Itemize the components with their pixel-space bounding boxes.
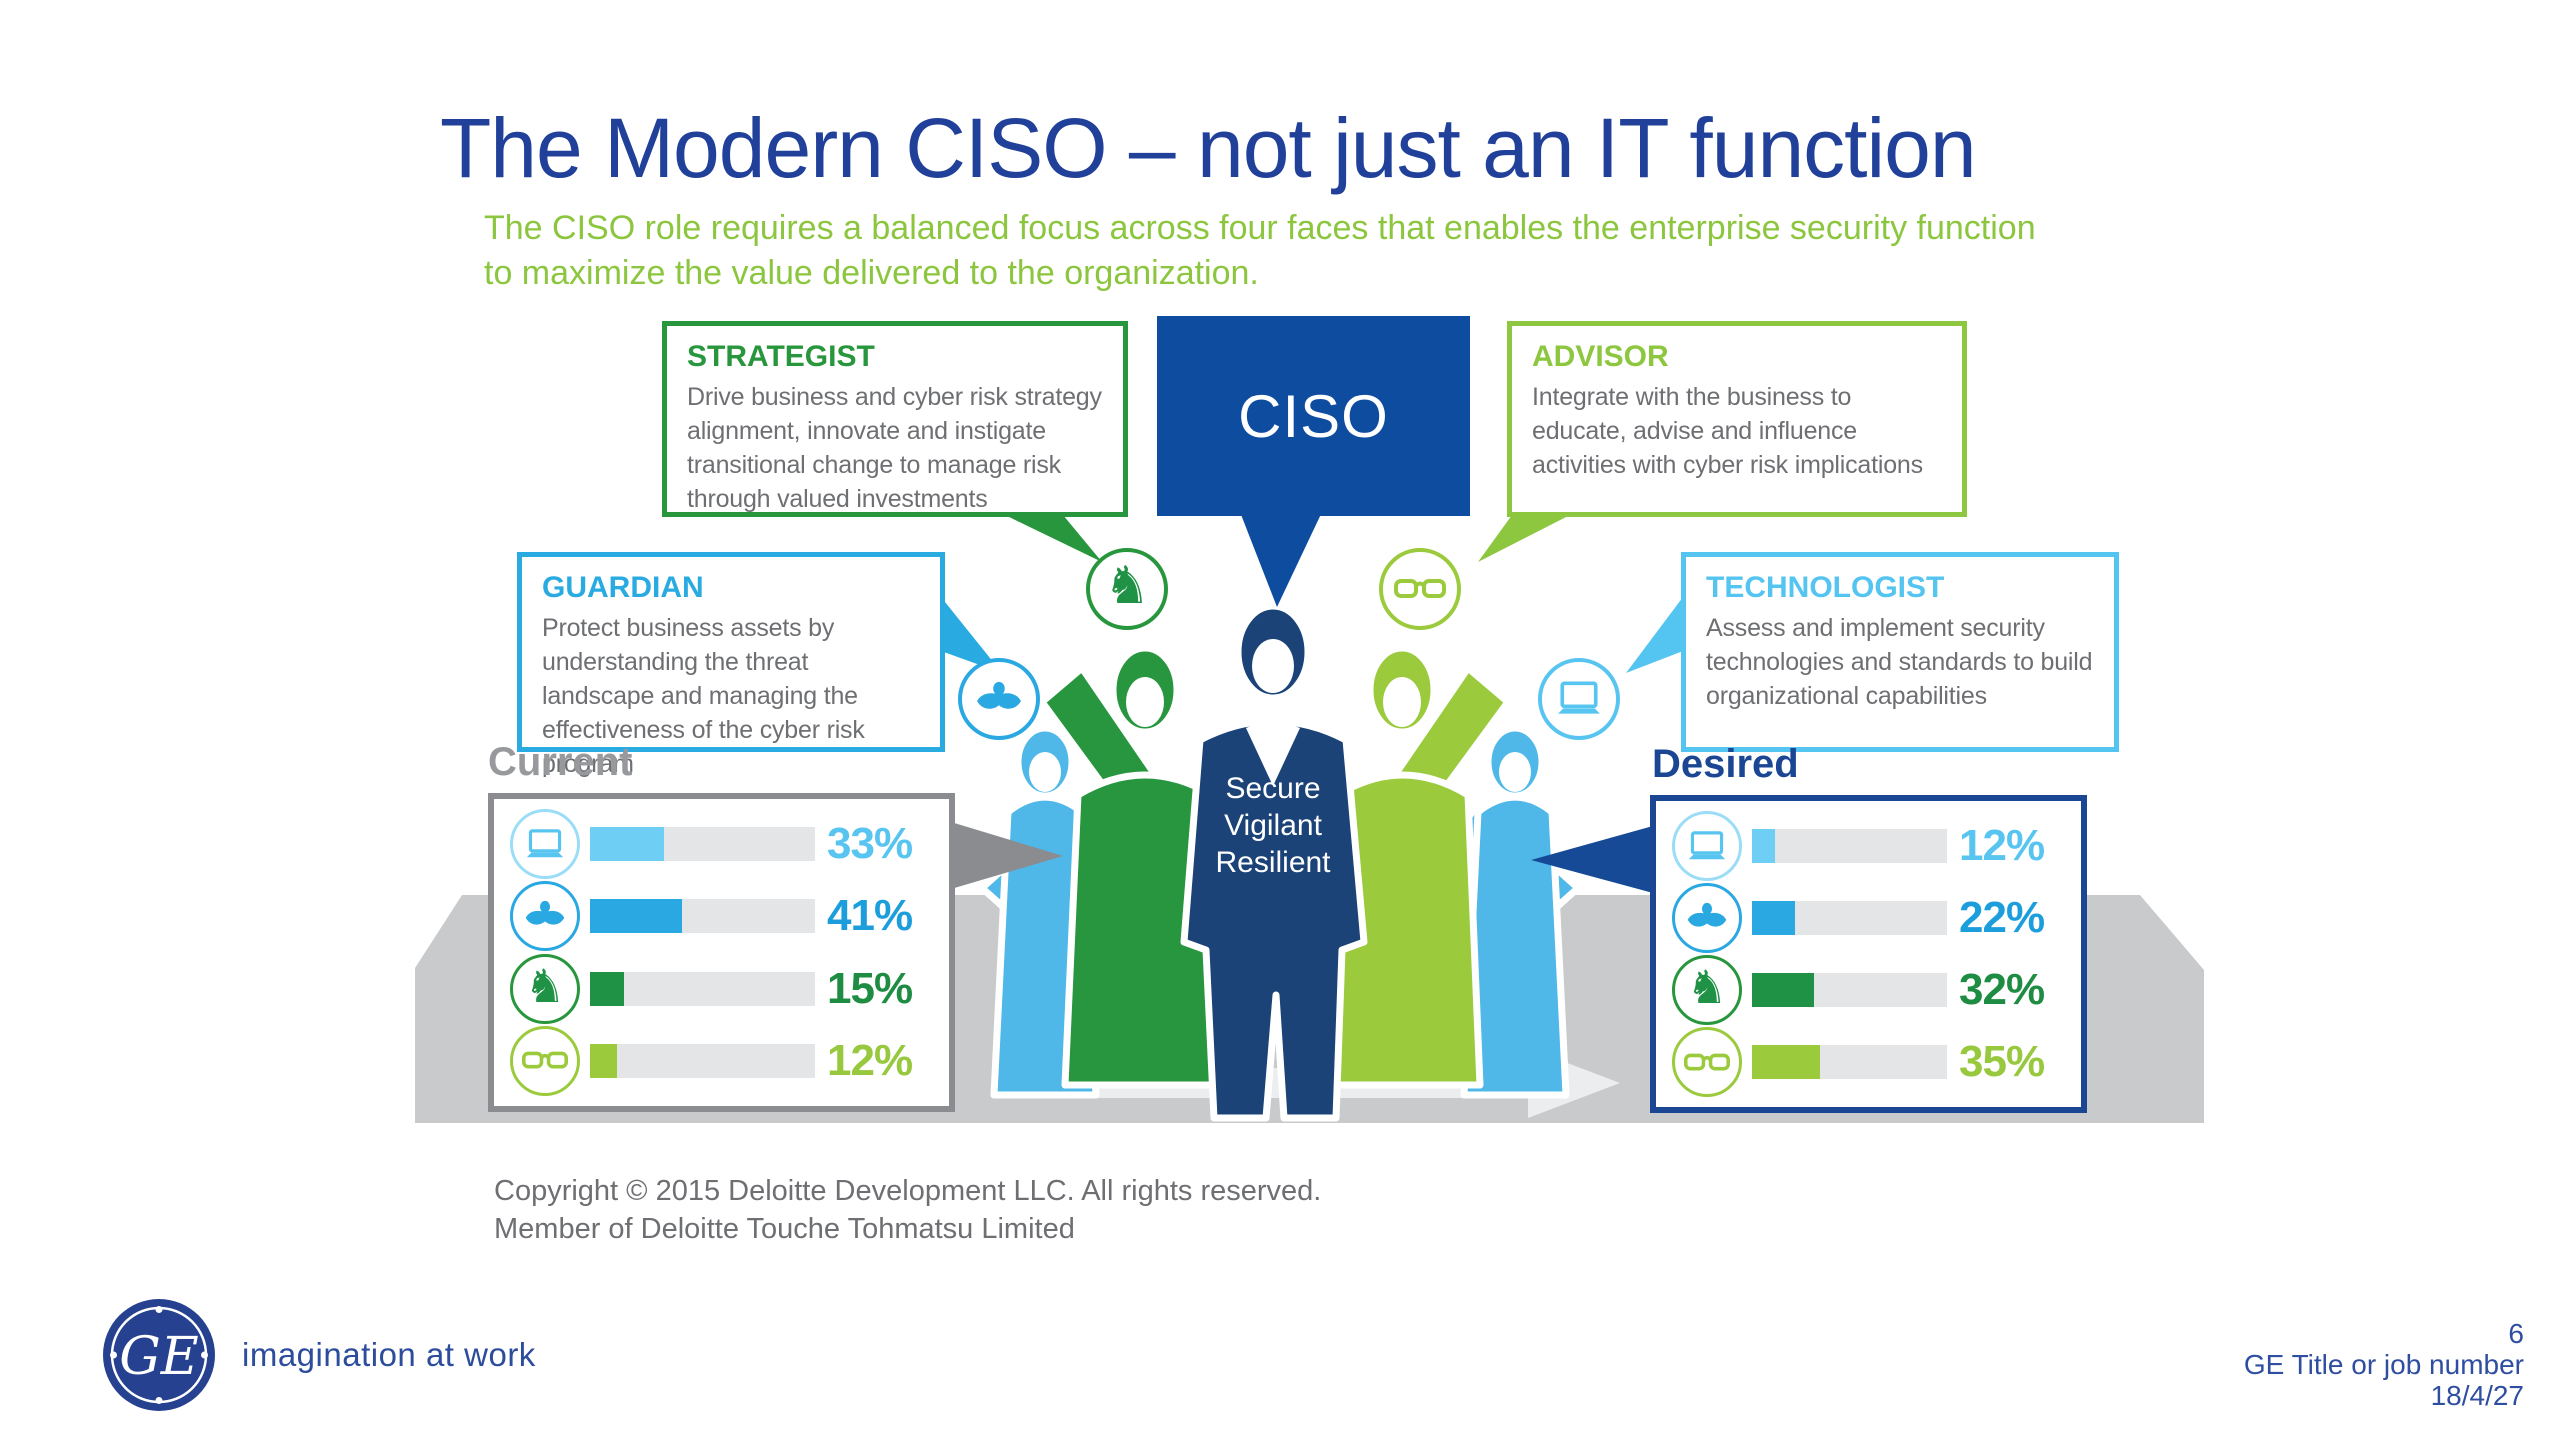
- page-number: 6: [2508, 1318, 2524, 1349]
- laptop-icon: [1672, 811, 1742, 881]
- current-panel: 33% 41% ♞ 15% 12%: [488, 793, 955, 1112]
- guardian-body: Protect business assets by understanding…: [542, 614, 865, 778]
- bar-value: 33%: [827, 819, 913, 869]
- copyright-line-2: Member of Deloitte Touche Tohmatsu Limit…: [494, 1213, 1075, 1245]
- ge-tagline: imagination at work: [242, 1336, 536, 1373]
- bar-track: [590, 899, 815, 934]
- current-row-advisor: 12%: [510, 1025, 935, 1096]
- bar-value: 12%: [1959, 821, 2045, 870]
- ciso-bubble: CISO: [1157, 316, 1470, 516]
- bar-track: [1752, 1045, 1947, 1079]
- bar-track: [590, 1043, 815, 1078]
- desired-panel-title: Desired: [1652, 742, 1799, 786]
- hands-icon: [958, 658, 1040, 740]
- current-panel-title: Current: [488, 740, 633, 784]
- knight-icon: ♞: [1672, 955, 1742, 1025]
- hands-icon: [510, 881, 580, 952]
- copyright: Copyright © 2015 Deloitte Development LL…: [494, 1172, 1321, 1248]
- job-title-placeholder: GE Title or job number: [2243, 1349, 2524, 1380]
- bar-fill: [1752, 973, 1815, 1007]
- current-row-strategist: ♞ 15%: [510, 953, 935, 1024]
- bar-track: [1752, 901, 1947, 935]
- bar-fill: [1752, 1045, 1821, 1079]
- bar-track: [1752, 973, 1947, 1007]
- ge-logo-icon: GE: [103, 1299, 215, 1411]
- caption-line: Secure: [1225, 772, 1321, 805]
- bar-fill: [590, 899, 683, 934]
- page-info: 6 GE Title or job number 18/4/27: [2100, 1318, 2524, 1411]
- bar-value: 35%: [1959, 1037, 2045, 1086]
- bar-value: 22%: [1959, 893, 2045, 942]
- bar-fill: [1752, 901, 1795, 935]
- desired-panel: 12% 22% ♞ 32% 35%: [1650, 795, 2087, 1113]
- hands-icon: [1672, 883, 1742, 953]
- technologist-box: TECHNOLOGIST Assess and implement securi…: [1681, 552, 2119, 752]
- advisor-body: Integrate with the business to educate, …: [1532, 383, 1923, 479]
- strategist-box: STRATEGIST Drive business and cyber risk…: [662, 321, 1128, 517]
- page-date: 18/4/27: [2430, 1380, 2524, 1411]
- desired-row-guardian: 22%: [1672, 883, 2067, 953]
- bar-value: 15%: [827, 963, 913, 1013]
- bar-fill: [590, 971, 624, 1006]
- knight-icon: ♞: [510, 953, 580, 1024]
- caption-line: Vigilant: [1224, 809, 1322, 842]
- desired-panel-tail: [1531, 826, 1653, 893]
- technologist-title: TECHNOLOGIST: [1706, 571, 1945, 604]
- technologist-body: Assess and implement security technologi…: [1706, 614, 2093, 710]
- bar-fill: [590, 1043, 617, 1078]
- bar-value: 41%: [827, 891, 913, 941]
- desired-row-technologist: 12%: [1672, 811, 2067, 881]
- strategist-tail: [1005, 515, 1102, 562]
- figure-caption: Secure Vigilant Resilient: [1173, 770, 1373, 881]
- glasses-icon: [1672, 1027, 1742, 1097]
- transition-arrow-icon: [1005, 1048, 1620, 1118]
- ge-monogram: GE: [119, 1327, 199, 1387]
- current-row-guardian: 41%: [510, 881, 935, 952]
- copyright-line-1: Copyright © 2015 Deloitte Development LL…: [494, 1175, 1322, 1207]
- laptop-icon: [1538, 658, 1620, 740]
- guardian-box: GUARDIAN Protect business assets by unde…: [517, 552, 945, 778]
- ciso-tail: [1240, 512, 1322, 607]
- page-subtitle: The CISO role requires a balanced focus …: [484, 209, 2036, 292]
- glasses-icon: [510, 1025, 580, 1096]
- bar-value: 32%: [1959, 965, 2045, 1014]
- technologist-tail: [1626, 597, 1683, 673]
- page-title: The Modern CISO – not just an IT functio…: [440, 101, 1977, 195]
- strategist-title: STRATEGIST: [687, 340, 875, 373]
- bar-track: [1752, 829, 1947, 863]
- figure-lightblue-right: [1446, 724, 1582, 1099]
- laptop-icon: [510, 809, 580, 880]
- advisor-tail: [1478, 515, 1570, 562]
- desired-row-strategist: ♞ 32%: [1672, 955, 2067, 1025]
- current-row-technologist: 33%: [510, 809, 935, 880]
- bar-fill: [590, 827, 665, 862]
- bar-track: [590, 971, 815, 1006]
- strategist-body: Drive business and cyber risk strategy a…: [687, 383, 1102, 513]
- bar-track: [590, 827, 815, 862]
- advisor-title: ADVISOR: [1532, 340, 1669, 373]
- current-panel-tail: [951, 822, 1063, 889]
- bar-fill: [1752, 829, 1776, 863]
- figure-lightblue-left: [978, 724, 1114, 1099]
- glasses-icon: [1379, 548, 1461, 630]
- guardian-title: GUARDIAN: [542, 571, 704, 604]
- desired-row-advisor: 35%: [1672, 1027, 2067, 1097]
- bar-value: 12%: [827, 1035, 913, 1085]
- caption-line: Resilient: [1215, 846, 1331, 879]
- advisor-box: ADVISOR Integrate with the business to e…: [1507, 321, 1967, 517]
- knight-icon: ♞: [1086, 548, 1168, 630]
